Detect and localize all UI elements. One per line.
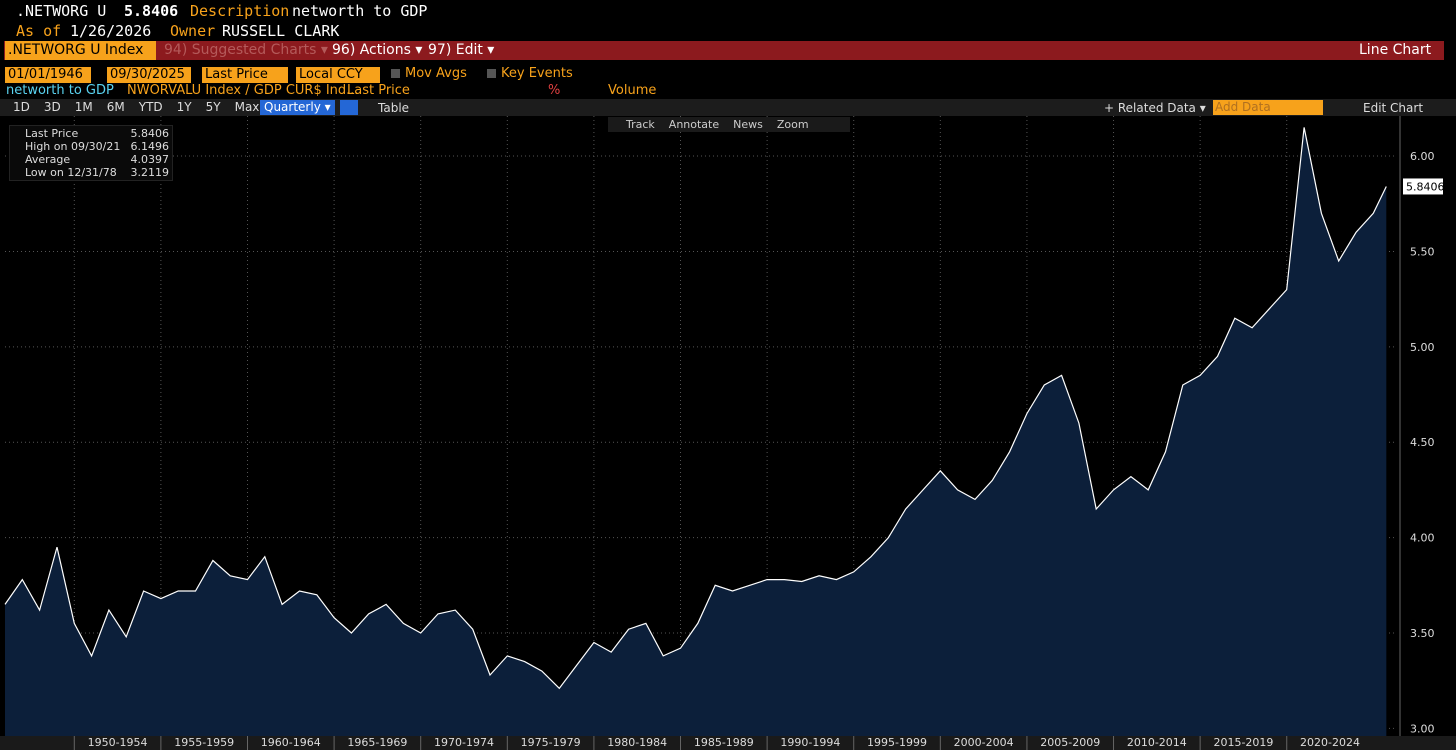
y-tick-label: 4.00	[1410, 532, 1435, 545]
check-label[interactable]: Key Events	[501, 66, 573, 81]
checkbox[interactable]	[487, 69, 496, 78]
ticker: .NETWORG U	[16, 2, 107, 20]
menu-item[interactable]: 94) Suggested Charts ▾	[164, 42, 328, 58]
stats-label: Average	[25, 153, 71, 166]
y-tick-label: 3.50	[1410, 627, 1435, 640]
x-tick-label: 1965-1969	[347, 736, 407, 749]
period-buttons: 1D 3D 1M 6M YTD 1Y 5Y Max	[6, 100, 266, 114]
checkbox[interactable]	[391, 69, 400, 78]
menubar	[4, 41, 1444, 60]
period-button[interactable]: Max	[234, 100, 260, 114]
x-axis-strip	[0, 736, 1456, 750]
chart-icon[interactable]	[340, 100, 358, 115]
legend-field: Last Price	[347, 83, 410, 98]
x-tick-label: 2020-2024	[1300, 736, 1360, 749]
chart-type[interactable]: Line Chart	[1359, 42, 1432, 58]
chart-tools: Track Annotate News Zoom	[608, 117, 850, 132]
stats-row: Low on 12/31/78 3.2119	[13, 166, 169, 179]
stats-row: High on 09/30/21 6.1496	[13, 140, 169, 153]
period-button[interactable]: 1M	[74, 100, 93, 114]
x-tick-label: 2015-2019	[1213, 736, 1273, 749]
chart: 3.00 3.50 4.00 4.50 5.00 5.50 6.00 1950-1954 195…	[0, 116, 1456, 750]
y-tick-label: 5.00	[1410, 341, 1435, 354]
description-label: Description	[190, 2, 290, 20]
chart-tool[interactable]: Zoom	[776, 118, 809, 131]
x-tick-label: 2005-2009	[1040, 736, 1100, 749]
legend-source: NWORVALU Index / GDP CUR$ Ind...	[127, 83, 359, 98]
toolbar	[0, 99, 1456, 116]
stats-row: Last Price 5.8406	[13, 127, 169, 140]
legend-series: networth to GDP	[6, 83, 114, 98]
owner: RUSSELL CLARK	[222, 22, 340, 40]
legend-pct: %	[548, 83, 561, 98]
currency[interactable]: Local CCY	[296, 67, 380, 83]
x-tick-label: 2010-2014	[1127, 736, 1187, 749]
stats-label: High on 09/30/21	[25, 140, 121, 153]
legend-volume: Volume	[608, 83, 657, 98]
period-button[interactable]: 1D	[13, 100, 30, 114]
stats-value: 3.2119	[130, 166, 170, 179]
stats-label: Last Price	[25, 127, 79, 140]
stats-box: Last Price 5.8406 High on 09/30/21 6.1496 Av…	[9, 125, 173, 181]
index-tab[interactable]: .NETWORG U Index	[5, 41, 156, 60]
period-button[interactable]: YTD	[138, 100, 163, 114]
line	[4, 127, 1387, 690]
stats-value: 6.1496	[130, 140, 170, 153]
frequency[interactable]: Quarterly ▾	[260, 100, 335, 115]
period-button[interactable]: 5Y	[205, 100, 221, 114]
stats-row: Average 4.0397	[13, 153, 169, 166]
x-tick-label: 1985-1989	[694, 736, 754, 749]
stats-value: 4.0397	[130, 153, 170, 166]
period-button[interactable]: 6M	[106, 100, 125, 114]
end-date[interactable]: 09/30/2025	[107, 67, 191, 83]
area	[5, 127, 1387, 736]
x-tick-label: 1995-1999	[867, 736, 927, 749]
x-tick-label: 1970-1974	[434, 736, 494, 749]
x-tick-label: 1990-1994	[780, 736, 840, 749]
x-tick-label: 1950-1954	[88, 736, 148, 749]
y-tick-label: 3.00	[1410, 722, 1435, 735]
stats-label: Low on 12/31/78	[25, 166, 117, 179]
x-tick-label: 1980-1984	[607, 736, 667, 749]
period-button[interactable]: 3D	[43, 100, 61, 114]
chart-tool[interactable]: Track	[626, 118, 655, 131]
add-data[interactable]: Add Data	[1213, 100, 1323, 115]
last-price-box	[1403, 178, 1443, 195]
field[interactable]: Last Price	[202, 67, 288, 83]
date: 1/26/2026	[70, 22, 152, 40]
x-tick-label: 1960-1964	[261, 736, 321, 749]
start-date[interactable]: 01/01/1946	[5, 67, 91, 83]
x-tick-label: 2000-2004	[954, 736, 1014, 749]
asof-label: As of	[16, 22, 62, 40]
period-button[interactable]: 1Y	[176, 100, 192, 114]
y-tick-label: 6.00	[1410, 150, 1435, 163]
description: networth to GDP	[292, 2, 428, 20]
chart-tool[interactable]: Annotate	[668, 118, 720, 131]
price: 5.8406	[124, 2, 179, 20]
menu-item[interactable]: 97) Edit ▾	[428, 42, 495, 58]
owner-label: Owner	[170, 22, 216, 40]
last-price-label: 5.8406	[1406, 180, 1445, 193]
menu-item[interactable]: 96) Actions ▾	[332, 42, 423, 58]
y-tick-label: 4.50	[1410, 436, 1435, 449]
table-button[interactable]: Table	[378, 101, 410, 115]
stats-value: 5.8406	[130, 127, 170, 140]
y-tick-label: 5.50	[1410, 245, 1435, 258]
x-tick-label: 1975-1979	[521, 736, 581, 749]
edit-chart[interactable]: Edit Chart	[1363, 101, 1424, 115]
check-label[interactable]: Mov Avgs	[405, 66, 467, 81]
chart-tool[interactable]: News	[733, 118, 763, 131]
related-data[interactable]: + Related Data ▾	[1104, 101, 1206, 115]
x-tick-label: 1955-1959	[174, 736, 234, 749]
